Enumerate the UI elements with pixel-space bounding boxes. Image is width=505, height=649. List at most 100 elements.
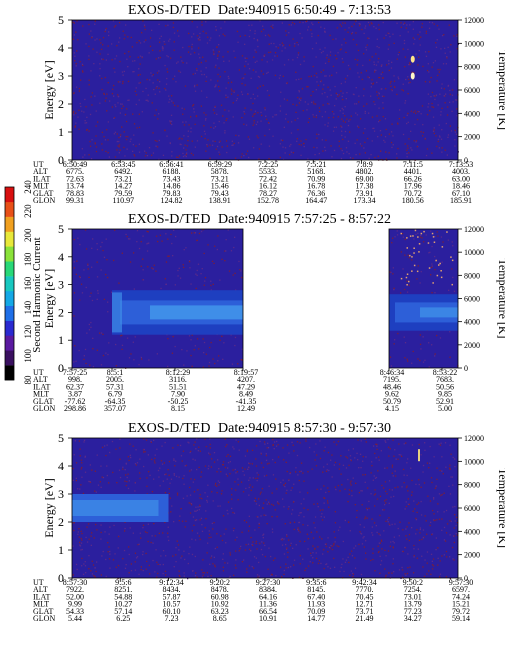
table-row-label: UT [33, 578, 44, 587]
table-cell: -64.35 [105, 397, 126, 406]
y2-tick-label: 8000 [464, 481, 480, 490]
y-tick-label: 1 [58, 543, 64, 557]
y-tick-label: 4 [58, 459, 64, 473]
table-cell: 2005. [106, 375, 124, 384]
table-cell: 70.09 [307, 607, 325, 616]
colorbar-cell [5, 216, 14, 232]
colorbar: 240 220 200 180 160 140 120 100 80 Second Harmon… [4, 180, 43, 385]
y2-tick-label: 12000 [464, 225, 484, 234]
noise-speckle [72, 438, 459, 580]
y-tick-label: 3 [58, 487, 64, 501]
table-cell: 8:57:30 [63, 578, 87, 587]
table-cell: 8434. [163, 585, 181, 594]
table-cell: 11.93 [307, 600, 325, 609]
table-cell: 6188. [163, 167, 181, 176]
table-cell: 73.21 [211, 174, 229, 183]
table-cell: 9:5:6 [115, 578, 131, 587]
table-cell: 5878. [211, 167, 229, 176]
table-cell: 73.21 [114, 174, 132, 183]
table-cell: 10.92 [211, 600, 229, 609]
table-cell: 7:11:5 [403, 160, 423, 169]
y2-tick-label: 0 [464, 574, 468, 583]
colorbar-cell [5, 305, 14, 321]
table-cell: 62.37 [66, 382, 84, 391]
colorbar-cell [5, 320, 14, 336]
y-tick-label: 5 [58, 13, 64, 27]
table-cell: 5533. [259, 167, 277, 176]
table-cell: 73.43 [163, 174, 181, 183]
y2-tick-label: 6000 [464, 295, 480, 304]
bright-point-mark [418, 449, 420, 462]
colorbar-cell [5, 365, 14, 381]
colorbar-tick-label: 120 [23, 325, 33, 339]
table-cell: 5168. [307, 167, 325, 176]
y2-tick-label: 6000 [464, 86, 480, 95]
table-cell: 7:5:21 [306, 160, 326, 169]
table-cell: 12.49 [237, 404, 255, 413]
y2-axis-label: Temperature [K] [496, 50, 505, 130]
y2-tick-label: 2000 [464, 551, 480, 560]
band-core [72, 500, 159, 516]
table-cell: 7:8:9 [356, 160, 372, 169]
colorbar-cell [5, 187, 14, 203]
table-cell: 48.46 [383, 382, 401, 391]
y-tick-label: 3 [58, 278, 64, 292]
plot-frame-left [71, 228, 244, 369]
y-tick-label: 5 [58, 431, 64, 445]
table-cell: 7.90 [171, 390, 185, 399]
table-cell: 4802. [356, 167, 374, 176]
table-cell: 3116. [169, 375, 187, 384]
table-cell: 8.15 [171, 404, 185, 413]
table-cell: 72.42 [259, 174, 277, 183]
table-cell: 8.65 [213, 614, 227, 623]
table-row-label: ILAT [33, 592, 50, 601]
table-cell: 70.72 [404, 189, 422, 198]
y-tick-label: 1 [58, 333, 64, 347]
colorbar-tick-label: 80 [23, 375, 33, 385]
table-cell: 63.23 [211, 607, 229, 616]
table-cell: 8:53:22 [433, 368, 457, 377]
panel-title: EXOS-D/TED [128, 3, 210, 18]
table-cell: 64.16 [259, 592, 277, 601]
y2-tick-label: 8000 [464, 63, 480, 72]
table-cell: 66.26 [404, 174, 422, 183]
table-cell: 34.27 [404, 614, 422, 623]
y-tick-label: 3 [58, 69, 64, 83]
table-row-label: MLT [33, 182, 49, 191]
table-row-label: ALT [33, 375, 48, 384]
table-cell: 52.00 [66, 592, 84, 601]
table-cell: 9.62 [385, 390, 399, 399]
table-cell: -50.25 [168, 397, 189, 406]
y2-tick-label: 0 [464, 364, 468, 373]
y2-tick-label: 10000 [464, 39, 484, 48]
table-cell: 15.46 [211, 182, 229, 191]
table-cell: 54.33 [66, 607, 84, 616]
table-cell: 50.79 [383, 397, 401, 406]
table-cell: 73.01 [404, 592, 422, 601]
table-row-label: GLAT [33, 397, 54, 406]
table-cell: 6.79 [108, 390, 122, 399]
table-row-label: UT [33, 368, 44, 377]
table-cell: 14.27 [114, 182, 132, 191]
table-cell: 78.83 [66, 189, 84, 198]
table-row-label: GLAT [33, 607, 54, 616]
table-cell: 79.59 [114, 189, 132, 198]
y-axis-label: Energy [eV] [42, 60, 56, 119]
y2-tick-label: 12000 [464, 16, 484, 25]
table-cell: 47.29 [237, 382, 255, 391]
panel-title: EXOS-D/TED [128, 421, 210, 436]
table-cell: 7683. [436, 375, 454, 384]
table-cell: 8.49 [239, 390, 253, 399]
table-cell: 57.87 [163, 592, 181, 601]
band-peak-right [420, 307, 458, 318]
table-cell: 79.83 [163, 189, 181, 198]
table-cell: 7:2:25 [258, 160, 278, 169]
table-cell: 59.14 [452, 614, 470, 623]
table-row-label: GLAT [33, 189, 54, 198]
table-cell: 8384. [259, 585, 277, 594]
table-cell: 54.88 [114, 592, 132, 601]
y-tick-label: 2 [58, 97, 64, 111]
table-cell: 17.38 [356, 182, 374, 191]
table-cell: 12.71 [356, 600, 374, 609]
